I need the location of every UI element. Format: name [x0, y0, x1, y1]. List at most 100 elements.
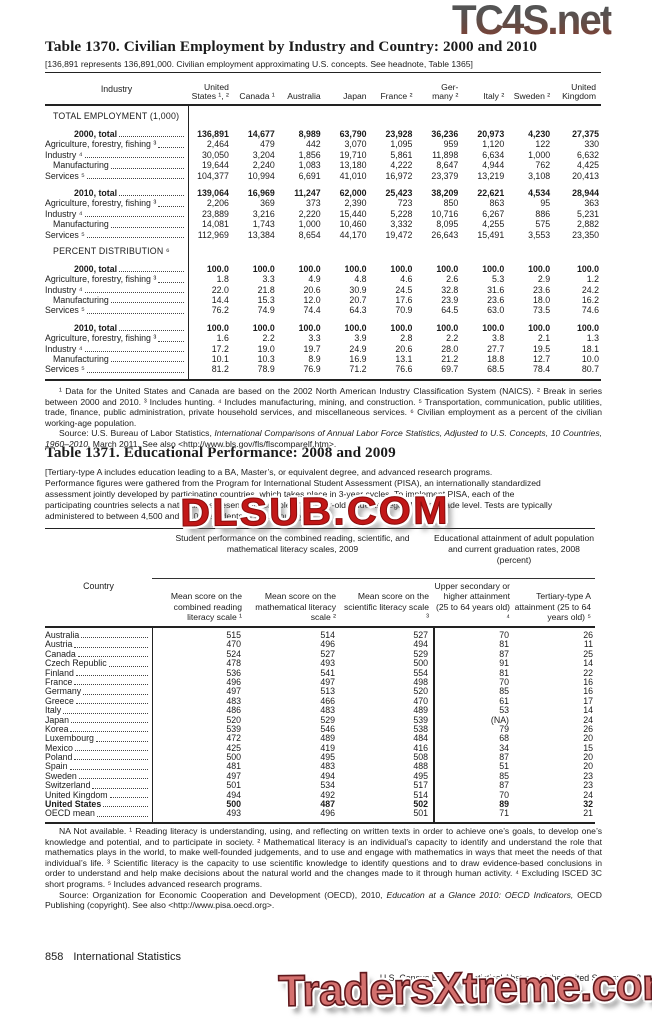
row-label: Germany [45, 687, 82, 697]
data-cell: 31.6 [487, 284, 505, 295]
data-cell: 85 [499, 770, 509, 781]
data-cell: 100.0 [576, 322, 599, 333]
row-label: Services ⁵ [45, 170, 85, 181]
data-cell: 442 [305, 139, 321, 150]
column-header: France ² [372, 73, 418, 104]
data-cell: 20,973 [477, 129, 505, 139]
data-cell: 529 [320, 714, 335, 725]
data-cell: 100.0 [436, 263, 459, 274]
dot-leader [84, 292, 184, 294]
data-cell: 1,000 [528, 149, 551, 160]
data-cell: 23 [583, 780, 593, 791]
data-cell: 541 [320, 667, 335, 678]
data-cell: 24.2 [581, 284, 599, 295]
row-label: United Kingdom [45, 790, 108, 800]
table-row: Greece 483 466 470 61 17 [45, 695, 595, 706]
table-row: 2000, total 100.0 100.0 100.0 100.0 100.0 100.… [45, 264, 601, 274]
table-row: Agriculture, forestry, fishing ³ 1.8 3.3 4.… [45, 274, 601, 284]
dot-leader [75, 674, 148, 676]
data-cell: 2,220 [298, 208, 321, 219]
table-row: France 496 497 498 70 16 [45, 677, 595, 687]
data-cell: 497 [226, 770, 241, 781]
data-cell: 481 [226, 761, 241, 772]
row-stub: Czech Republic [45, 659, 152, 668]
row-stub: Services ⁵ [45, 230, 188, 240]
table-row: Manufacturing 14,081 1,743 1,000 10,460 3,332… [45, 219, 601, 229]
row-stub: Spain [45, 762, 152, 771]
data-cell: 23 [583, 770, 593, 781]
section-heading: PERCENT DISTRIBUTION ⁶ [53, 245, 170, 256]
data-cell: 23.6 [532, 284, 551, 295]
data-cell: 2.9 [537, 274, 551, 285]
watermark-tradersxtreme: TradersXtreme.com [277, 959, 652, 1017]
data-cell: 76.2 [211, 305, 229, 316]
data-cell: 85 [499, 686, 509, 697]
sub-header-label: Tertiary-type A attainment (25 to 64 yea… [514, 591, 591, 623]
sub-header: Mean score on the combined reading liter… [152, 579, 246, 626]
column-header-line: Japan [343, 91, 367, 102]
column-header-line: Canada ¹ [239, 91, 275, 102]
stub-divider-rule [188, 106, 189, 379]
data-cell: 15,491 [477, 229, 505, 240]
headnote-line: Performance figures were gathered from t… [45, 478, 541, 488]
data-cell: 17.6 [395, 295, 413, 306]
table-row: Manufacturing 10.1 10.3 8.9 16.9 13.1 21.2 18.8… [45, 354, 601, 364]
sub-header-label: Mean score on the mathematical literacy … [255, 591, 336, 623]
data-cell: 3.9 [354, 333, 367, 344]
row-stub: 2010, total [45, 188, 188, 198]
table-row: Agriculture, forestry, fishing ³ 2,206 369… [45, 198, 601, 208]
data-cell: 3,204 [252, 149, 275, 160]
dot-leader [84, 157, 184, 159]
data-cell: 10.1 [211, 354, 229, 365]
row-label: Services ⁵ [45, 364, 85, 375]
data-cell: 2,882 [576, 219, 599, 230]
data-cell: 17 [583, 695, 593, 706]
row-label: Agriculture, forestry, fishing ³ [45, 139, 157, 150]
data-cell: 27,375 [572, 129, 599, 139]
data-cell: 20.6 [303, 284, 321, 295]
dot-leader [110, 167, 184, 169]
data-cell: 22,621 [477, 187, 505, 198]
data-cell: 11,247 [294, 187, 321, 198]
data-cell: 18.0 [532, 295, 551, 306]
row-label: Manufacturing [53, 354, 109, 365]
data-cell: 24 [583, 789, 593, 800]
row-label: Austria [45, 640, 73, 650]
row-stub: Agriculture, forestry, fishing ³ [45, 198, 188, 208]
row-label: Japan [45, 715, 69, 725]
table-row: 2010, total 139,064 16,969 11,247 62,000 25,4… [45, 188, 601, 198]
dot-leader [63, 712, 148, 714]
data-cell: 20 [583, 733, 593, 744]
source-note: Source: U.S. Bureau of Labor Statistics,… [45, 428, 602, 449]
row-stub: OECD mean [45, 809, 152, 818]
data-cell: 22.0 [211, 284, 229, 295]
source-note: Source: Organization for Economic Cooper… [45, 890, 602, 911]
data-cell: 100.0 [528, 322, 551, 333]
column-header: Sweden ² [509, 73, 555, 104]
data-cell: 16.9 [349, 354, 367, 365]
data-cell: 6,632 [576, 149, 599, 160]
sub-header: Tertiary-type A attainment (25 to 64 yea… [514, 579, 595, 626]
data-cell: 71.2 [349, 364, 367, 375]
data-cell: 19.5 [532, 343, 551, 354]
row-label: Manufacturing [53, 160, 109, 171]
row-stub: France [45, 678, 152, 687]
data-cell: 19,472 [385, 229, 413, 240]
data-cell: 495 [320, 752, 335, 763]
row-stub: Services ⁵ [45, 305, 188, 315]
data-cell: 104,377 [197, 170, 229, 181]
data-cell: 6,691 [298, 170, 321, 181]
data-cell: 497 [226, 686, 241, 697]
data-cell: 19,644 [201, 160, 229, 171]
data-cell: 13,384 [247, 229, 275, 240]
data-cell: 492 [320, 789, 335, 800]
data-cell: 100.0 [344, 322, 367, 333]
data-cell: 6,267 [482, 208, 505, 219]
data-cell: 527 [320, 648, 335, 659]
row-label: Industry ⁴ [45, 343, 83, 354]
data-cell: 1,095 [390, 139, 413, 150]
watermark-tc4s: TC4S.net [452, 0, 613, 44]
table-row: Italy 486 483 489 53 14 [45, 705, 595, 715]
table-row: Canada 524 527 529 87 25 [45, 648, 595, 659]
data-cell: 38,209 [431, 187, 459, 198]
